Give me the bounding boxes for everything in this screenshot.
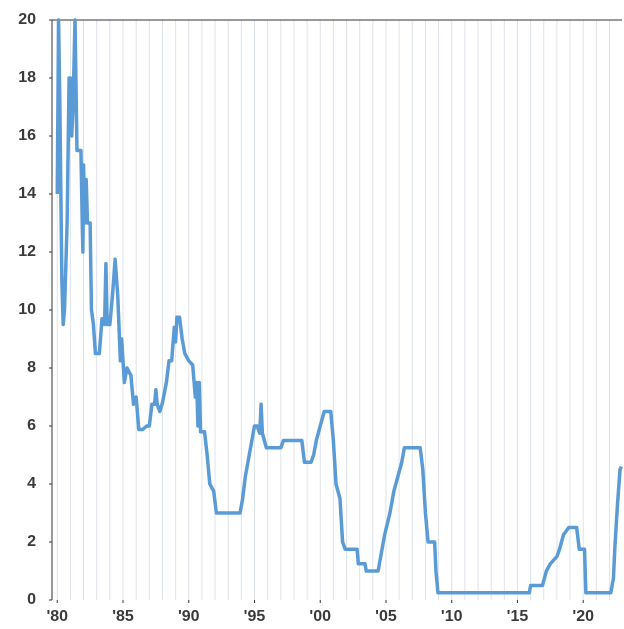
y-tick-label: 14 (18, 185, 36, 202)
x-tick-label: '00 (309, 608, 331, 625)
y-tick-label: 0 (27, 591, 36, 608)
y-tick-label: 10 (18, 301, 36, 318)
y-tick-label: 18 (18, 69, 36, 86)
x-tick-label: '90 (178, 608, 200, 625)
x-tick-label: '15 (507, 608, 529, 625)
x-tick-label: '85 (112, 608, 134, 625)
x-tick-label: '10 (441, 608, 463, 625)
x-tick-label: '80 (46, 608, 68, 625)
y-tick-label: 12 (18, 243, 36, 260)
x-tick-label: '95 (244, 608, 266, 625)
y-tick-label: 4 (27, 475, 36, 492)
y-tick-label: 6 (27, 417, 36, 434)
y-tick-label: 2 (27, 533, 36, 550)
data-line (55, 18, 623, 595)
x-tick-label: '05 (375, 608, 397, 625)
y-tick-label: 20 (18, 11, 36, 28)
x-tick-label: '20 (572, 608, 594, 625)
y-tick-label: 8 (27, 359, 36, 376)
y-tick-label: 16 (18, 127, 36, 144)
